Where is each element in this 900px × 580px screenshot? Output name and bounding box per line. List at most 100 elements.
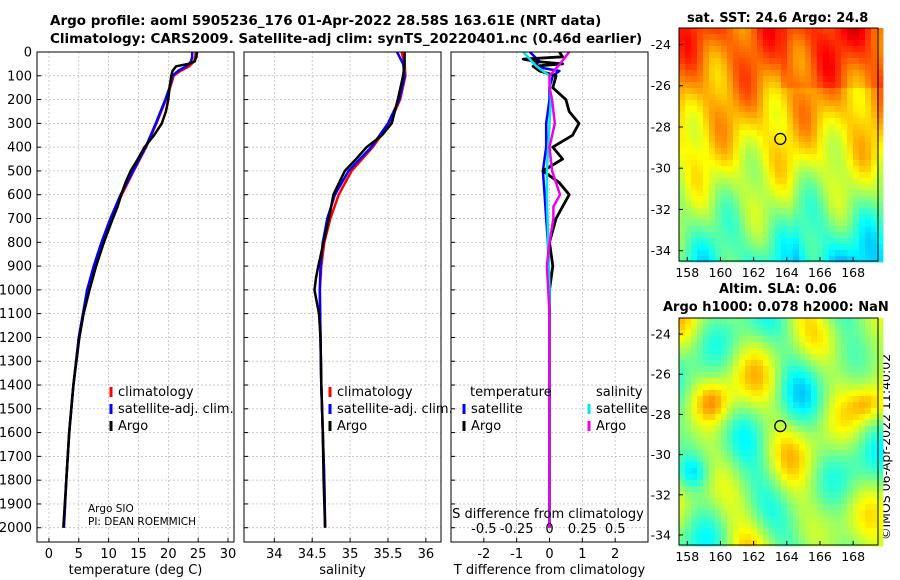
heatmap-cell [877,124,884,131]
heatmap-cell [769,456,776,463]
heatmap-cell [775,64,782,71]
heatmap-cell [745,118,752,125]
heatmap-cell [835,256,842,263]
heatmap-cell [733,534,740,541]
heatmap-cell [811,34,818,41]
heatmap-cell [793,384,800,391]
heatmap-cell [805,118,812,125]
heatmap-cell [757,58,764,65]
x-tick-label: 168 [841,549,865,564]
heatmap-cell [781,456,788,463]
heatmap-cell [775,46,782,53]
heatmap-cell [685,540,692,547]
series-line-argo [62,52,199,528]
heatmap-cell [823,318,830,325]
heatmap-cell [805,480,812,487]
heatmap-cell [703,112,710,119]
heatmap-cell [751,130,758,137]
heatmap-cell [817,214,824,221]
heatmap-cell [853,408,860,415]
heatmap-cell [781,444,788,451]
legend-sal-satellite-label: satellite [596,402,648,417]
heatmap-cell [703,516,710,523]
heatmap-cell [859,492,866,499]
heatmap-cell [715,112,722,119]
heatmap-cell [775,372,782,379]
heatmap-cell [817,34,824,41]
heatmap-cell [763,492,770,499]
heatmap-cell [871,100,878,107]
heatmap-cell [763,372,770,379]
heatmap-cell [721,444,728,451]
heatmap-cell [745,178,752,185]
heatmap-cell [787,444,794,451]
heatmap-cell [841,438,848,445]
heatmap-cell [751,468,758,475]
heatmap-cell [715,76,722,83]
heatmap-cell [739,112,746,119]
heatmap-cell [757,160,764,167]
heatmap-cell [721,118,728,125]
heatmap-cell [715,516,722,523]
heatmap-cell [697,498,704,505]
heatmap-cell [697,124,704,131]
heatmap-cell [871,154,878,161]
heatmap-cell [877,318,884,325]
heatmap-cell [751,456,758,463]
heatmap-cell [799,540,806,547]
heatmap-cell [733,444,740,451]
heatmap-cell [679,378,686,385]
heatmap-cell [727,384,734,391]
heatmap-cell [679,160,686,167]
heatmap-cell [709,112,716,119]
heatmap-cell [715,178,722,185]
heatmap-cell [745,70,752,77]
plot-frame [36,51,235,543]
heatmap-cell [841,324,848,331]
heatmap-cell [763,522,770,529]
heatmap-cell [703,52,710,59]
heatmap-cell [733,220,740,227]
heatmap-cell [823,450,830,457]
heatmap-cell [817,486,824,493]
heatmap-cell [685,136,692,143]
heatmap-cell [805,238,812,245]
heatmap-cell [841,372,848,379]
heatmap-cell [865,414,872,421]
heatmap-cell [715,396,722,403]
heatmap-cell [757,462,764,469]
heatmap-cell [811,148,818,155]
x-tick-label: 158 [675,265,699,280]
heatmap-cell [739,82,746,89]
heatmap-cell [865,82,872,89]
heatmap-cell [793,516,800,523]
heatmap-cell [775,166,782,173]
heatmap-cell [751,184,758,191]
heatmap-cell [763,172,770,179]
heatmap-cell [685,360,692,367]
heatmap-cell [733,492,740,499]
heatmap-cell [763,100,770,107]
heatmap-cell [877,28,884,35]
heatmap-cell [685,516,692,523]
heatmap-cell [769,184,776,191]
heatmap-cell [781,106,788,113]
heatmap-cell [685,528,692,535]
heatmap-cell [793,94,800,101]
heatmap-cell [697,214,704,221]
heatmap-cell [829,420,836,427]
heatmap-cell [721,226,728,233]
heatmap-cell [703,324,710,331]
heatmap-cell [721,522,728,529]
heatmap-cell [745,76,752,83]
heatmap-cell [781,462,788,469]
heatmap-cell [721,480,728,487]
heatmap-cell [751,178,758,185]
heatmap-cell [739,208,746,215]
heatmap-cell [859,330,866,337]
heatmap-cell [775,28,782,35]
heatmap-cell [751,160,758,167]
heatmap-cell [679,540,686,547]
heatmap-cell [727,136,734,143]
heatmap-cell [841,46,848,53]
